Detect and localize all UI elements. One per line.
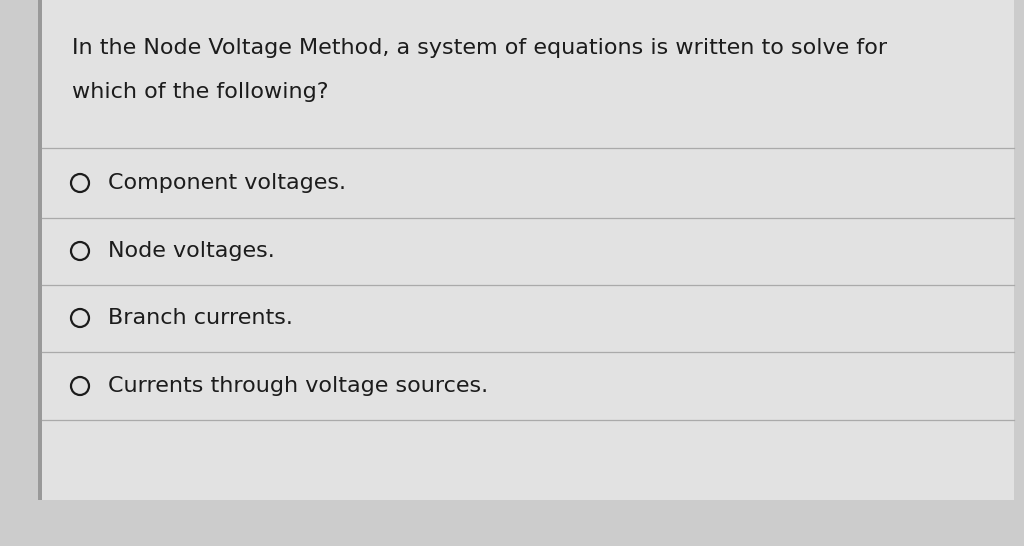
Text: Currents through voltage sources.: Currents through voltage sources. [108,376,488,396]
Text: Node voltages.: Node voltages. [108,241,274,261]
Text: Branch currents.: Branch currents. [108,308,293,328]
Bar [38,0,42,500]
Text: which of the following?: which of the following? [72,82,329,102]
Text: In the Node Voltage Method, a system of equations is written to solve for: In the Node Voltage Method, a system of … [72,38,887,58]
Text: Component voltages.: Component voltages. [108,173,346,193]
